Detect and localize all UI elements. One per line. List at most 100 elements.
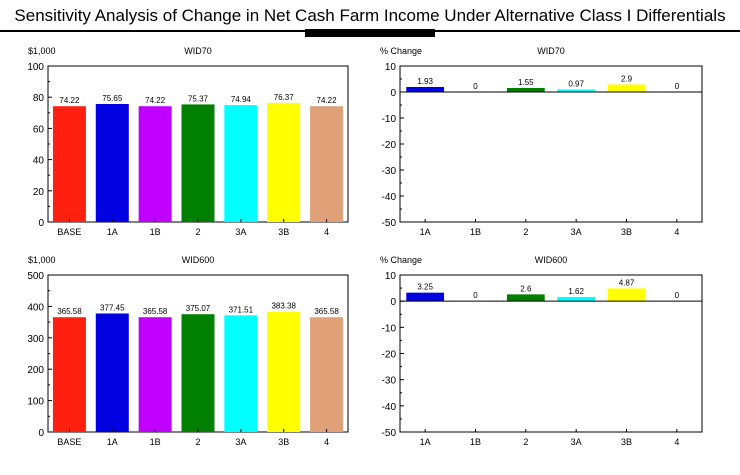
y-tick-label: 0 <box>390 297 396 308</box>
bar <box>138 106 172 222</box>
y-tick-label: 80 <box>33 93 45 104</box>
bar <box>310 317 344 432</box>
x-tick-label: 1B <box>470 227 481 237</box>
y-tick-label: -30 <box>382 166 397 177</box>
bar <box>52 317 86 432</box>
y-tick-label: -50 <box>382 428 397 439</box>
x-tick-label: 1B <box>150 437 161 447</box>
figure-title: Sensitivity Analysis of Change in Net Ca… <box>14 6 726 25</box>
bar <box>310 106 344 222</box>
chart-title: WID600 <box>182 255 215 265</box>
x-tick-label: BASE <box>57 437 81 447</box>
bar <box>138 317 172 432</box>
data-label: 1.62 <box>568 287 584 296</box>
bar <box>52 106 86 222</box>
bar <box>506 294 545 302</box>
y-tick-label: -20 <box>382 140 397 151</box>
chart-title: WID70 <box>184 46 212 56</box>
y-tick-label: -20 <box>382 350 397 361</box>
data-label: 76.37 <box>274 93 295 102</box>
y-tick-label: 40 <box>33 156 45 167</box>
x-tick-label: 4 <box>674 437 679 447</box>
data-label: 365.58 <box>143 307 168 316</box>
y-tick-label: 0 <box>38 218 44 229</box>
chart-2: $1,000 WID600 0 100 200 300 400 500 365.58 BASE 37… <box>27 255 349 447</box>
x-tick-label: 3A <box>571 437 582 447</box>
y-tick-label: 10 <box>385 62 397 73</box>
y-tick-label: 10 <box>385 271 397 282</box>
y-tick-label: -30 <box>382 376 397 387</box>
bar <box>607 288 646 302</box>
y-axis-label: $1,000 <box>28 255 56 265</box>
y-tick-label: 20 <box>33 187 45 198</box>
chart-0: $1,000 WID70 0 20 40 60 80 100 74.22 BASE 75.65 1A 7… <box>27 46 349 237</box>
data-label: 74.22 <box>145 96 166 105</box>
bar <box>406 292 445 302</box>
data-label: 75.65 <box>102 94 123 103</box>
x-tick-label: 3A <box>235 227 246 237</box>
y-axis-label: % Change <box>380 255 422 265</box>
y-tick-label: -40 <box>382 402 397 413</box>
data-label: 371.51 <box>229 305 254 314</box>
chart-title: WID600 <box>535 255 568 265</box>
bar <box>406 86 445 92</box>
data-label: 0 <box>473 291 478 300</box>
plot-frame <box>399 274 703 433</box>
bar <box>224 105 258 222</box>
x-tick-label: 2 <box>523 227 528 237</box>
bar <box>557 89 596 92</box>
data-label: 0 <box>473 82 478 91</box>
chart-1: % Change WID70 -50 -40 -30 -20 -10 0 10 1.93 1A 0 1B… <box>380 46 703 237</box>
y-tick-label: 300 <box>27 334 44 345</box>
x-tick-label: 2 <box>195 437 200 447</box>
bar <box>267 311 301 432</box>
data-label: 1.93 <box>417 77 433 86</box>
data-label: 74.22 <box>317 96 338 105</box>
x-tick-label: 3B <box>278 227 289 237</box>
data-label: 74.94 <box>231 95 252 104</box>
data-label: 0 <box>675 82 680 91</box>
y-axis-label: $1,000 <box>28 46 56 56</box>
y-tick-label: 200 <box>27 365 44 376</box>
x-tick-label: 4 <box>324 227 329 237</box>
bar <box>181 314 215 432</box>
plot-frame <box>399 65 703 223</box>
data-label: 2.6 <box>520 284 532 293</box>
x-tick-label: 4 <box>674 227 679 237</box>
x-tick-label: 3B <box>621 227 632 237</box>
x-tick-label: 2 <box>195 227 200 237</box>
data-label: 0 <box>675 291 680 300</box>
y-tick-label: 60 <box>33 124 45 135</box>
x-tick-label: 1A <box>420 227 431 237</box>
data-label: 0.97 <box>568 79 584 88</box>
x-tick-label: 2 <box>523 437 528 447</box>
data-label: 375.07 <box>186 304 211 313</box>
x-tick-label: 3A <box>235 437 246 447</box>
data-label: 2.9 <box>621 74 633 83</box>
x-tick-label: 4 <box>324 437 329 447</box>
y-tick-label: -10 <box>382 114 397 125</box>
bar <box>557 296 596 302</box>
data-label: 75.37 <box>188 94 209 103</box>
header-bar <box>305 29 435 37</box>
y-tick-label: 500 <box>27 271 44 282</box>
y-tick-label: 0 <box>390 88 396 99</box>
x-tick-label: 3B <box>278 437 289 447</box>
data-label: 1.55 <box>518 78 534 87</box>
x-tick-label: 1B <box>150 227 161 237</box>
bar <box>181 104 215 222</box>
y-tick-label: 100 <box>27 62 44 73</box>
chart-3: % Change WID600 -50 -40 -30 -20 -10 0 10 3.25 1A 0 1… <box>380 255 703 447</box>
x-tick-label: 3B <box>621 437 632 447</box>
bar <box>95 103 129 222</box>
y-tick-label: 100 <box>27 397 44 408</box>
x-tick-label: 1A <box>107 227 118 237</box>
y-tick-label: -10 <box>382 323 397 334</box>
chart-title: WID70 <box>537 46 565 56</box>
data-label: 4.87 <box>619 278 635 287</box>
bar <box>506 87 545 92</box>
y-tick-label: -40 <box>382 192 397 203</box>
data-label: 365.58 <box>57 307 82 316</box>
y-axis-label: % Change <box>380 46 422 56</box>
